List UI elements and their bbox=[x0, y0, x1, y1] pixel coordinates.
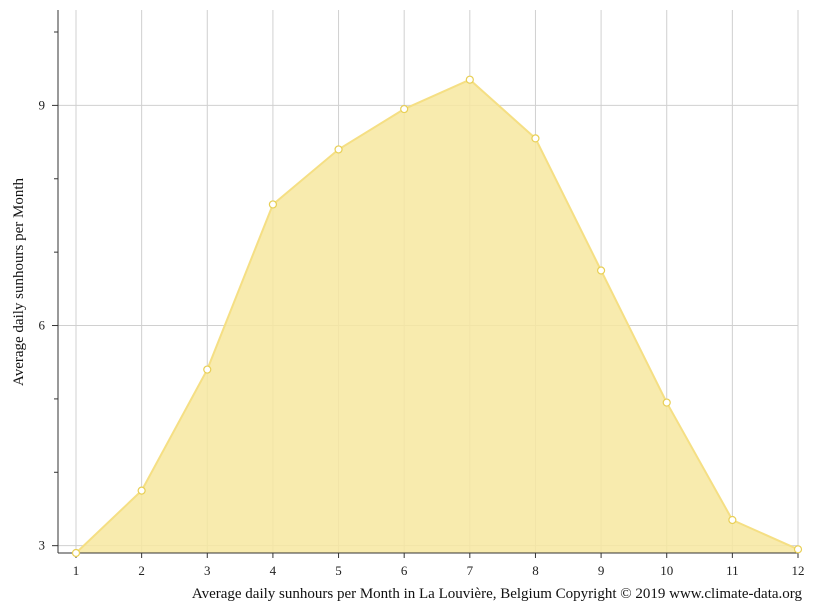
data-point-6 bbox=[400, 104, 409, 114]
data-point-3 bbox=[203, 365, 212, 374]
y-axis-title: Average daily sunhours per Month bbox=[11, 178, 27, 387]
y-tick-label-6: 6 bbox=[39, 318, 46, 333]
data-point-1 bbox=[71, 548, 81, 558]
x-tick-label-1: 1 bbox=[73, 563, 80, 578]
x-tick-label-12: 12 bbox=[792, 563, 805, 578]
data-point-2 bbox=[137, 486, 146, 495]
data-point-12 bbox=[793, 545, 803, 554]
x-tick-label-10: 10 bbox=[660, 563, 673, 578]
area-series bbox=[75, 78, 799, 554]
data-point-7 bbox=[465, 75, 474, 84]
data-point-8 bbox=[531, 134, 540, 143]
data-point-9 bbox=[596, 266, 606, 275]
y-tick-label-9: 9 bbox=[39, 97, 46, 112]
x-tick-label-9: 9 bbox=[598, 563, 605, 578]
x-tick-label-4: 4 bbox=[270, 563, 277, 578]
data-point-5 bbox=[334, 145, 343, 154]
x-tick-label-6: 6 bbox=[401, 563, 408, 578]
x-tick-label-11: 11 bbox=[726, 563, 739, 578]
x-tick-label-8: 8 bbox=[532, 563, 539, 578]
data-markers bbox=[71, 75, 803, 558]
data-point-4 bbox=[268, 200, 278, 209]
x-tick-label-7: 7 bbox=[467, 563, 474, 578]
axes bbox=[52, 10, 799, 558]
area-fill bbox=[76, 79, 798, 553]
y-tick-label-3: 3 bbox=[39, 538, 46, 553]
data-point-11 bbox=[728, 515, 737, 525]
x-tick-label-2: 2 bbox=[138, 563, 145, 578]
series-line bbox=[75, 78, 799, 554]
data-point-10 bbox=[662, 398, 671, 407]
x-tick-label-3: 3 bbox=[204, 563, 211, 578]
chart-caption: Average daily sunhours per Month in La L… bbox=[192, 586, 803, 602]
x-tick-label-5: 5 bbox=[335, 563, 342, 578]
